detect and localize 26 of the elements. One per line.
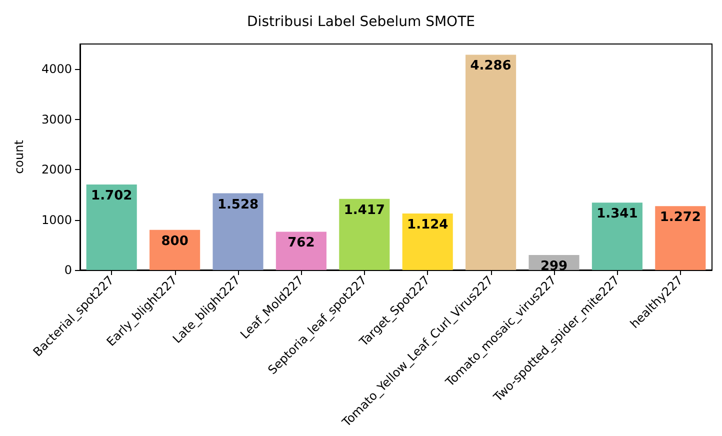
y-tick-label: 0 <box>64 263 72 277</box>
bar <box>150 230 200 270</box>
y-tick-label: 2000 <box>41 162 72 177</box>
data-label: 1.528 <box>217 197 259 212</box>
data-label: 1.272 <box>660 210 701 226</box>
bar <box>592 202 642 270</box>
data-label: 1.702 <box>91 188 132 204</box>
y-tick-label: 4000 <box>41 62 72 76</box>
y-tick-label: 3000 <box>41 112 72 126</box>
bar <box>402 214 453 270</box>
y-tick-label: 1000 <box>41 212 72 227</box>
y-axis-title: count <box>12 140 26 174</box>
data-label: 762 <box>288 236 315 251</box>
bar <box>466 54 516 270</box>
bar <box>86 184 137 270</box>
bar <box>276 232 326 270</box>
data-label: 299 <box>540 258 568 274</box>
bar <box>212 193 264 270</box>
data-label: 4.286 <box>470 58 512 74</box>
bar <box>655 206 706 270</box>
data-label: 1.124 <box>407 218 448 233</box>
data-label: 1.341 <box>596 206 638 222</box>
chart-title: Distribusi Label Sebelum SMOTE <box>247 14 475 30</box>
data-label: 800 <box>161 234 188 249</box>
data-label: 1.417 <box>344 202 385 218</box>
bar <box>339 198 390 270</box>
